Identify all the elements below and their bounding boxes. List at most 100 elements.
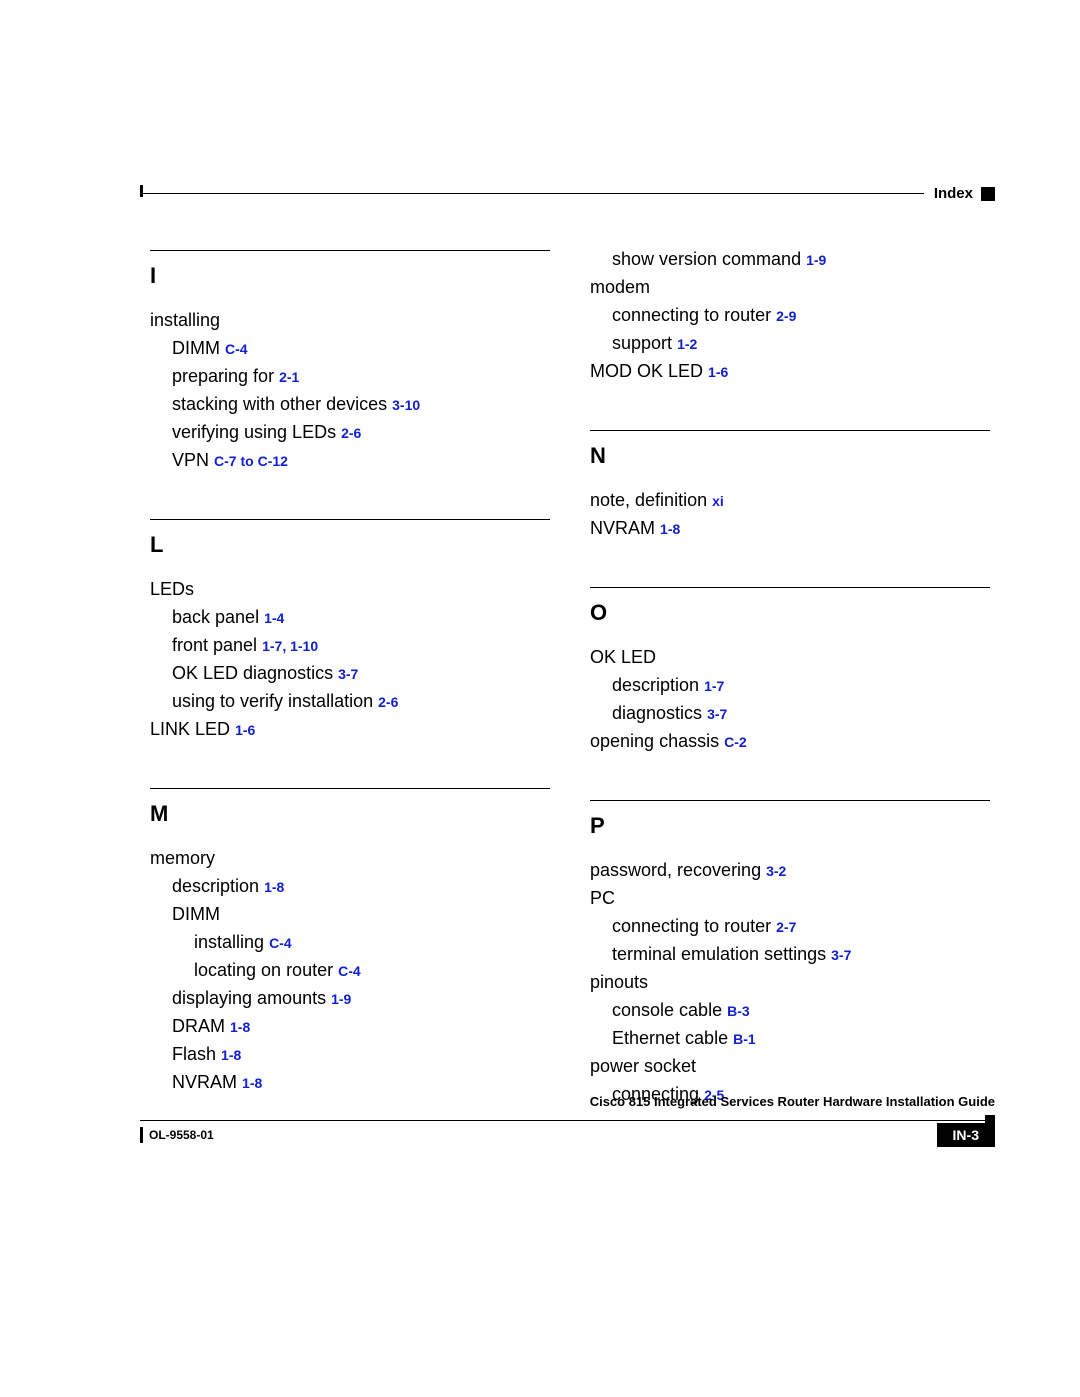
index-entry-ref[interactable]: 1-8 <box>221 1047 241 1063</box>
index-entry: modem <box>590 278 990 296</box>
header-square-icon <box>981 187 995 201</box>
index-entry: DIMM <box>172 905 550 923</box>
index-entry-ref[interactable]: 2-9 <box>776 308 796 324</box>
index-entry-ref[interactable]: B-1 <box>733 1031 756 1047</box>
index-entry-text: front panel <box>172 635 257 655</box>
index-entry-ref[interactable]: 1-2 <box>677 336 697 352</box>
index-entry-text: support <box>612 333 672 353</box>
index-entry: DIMM C-4 <box>172 339 550 357</box>
index-entry: using to verify installation 2-6 <box>172 692 550 710</box>
footer-page-number: IN-3 <box>937 1123 995 1147</box>
section-divider <box>150 250 550 251</box>
index-entry: DRAM 1-8 <box>172 1017 550 1035</box>
index-entry-text: memory <box>150 848 215 868</box>
index-entry-text: OK LED diagnostics <box>172 663 333 683</box>
index-entry-ref[interactable]: 1-6 <box>235 722 255 738</box>
index-entry: front panel 1-7, 1-10 <box>172 636 550 654</box>
index-entry-ref[interactable]: 3-7 <box>707 706 727 722</box>
index-entry-ref[interactable]: 3-10 <box>392 397 420 413</box>
index-letter: I <box>150 263 550 289</box>
index-entry-ref[interactable]: 1-8 <box>660 521 680 537</box>
index-entry-text: console cable <box>612 1000 722 1020</box>
index-entry: power socket <box>590 1057 990 1075</box>
index-entry-text: description <box>612 675 699 695</box>
index-entry-ref[interactable]: 1-8 <box>242 1075 262 1091</box>
index-entry-ref[interactable]: 1-6 <box>708 364 728 380</box>
index-entry: NVRAM 1-8 <box>590 519 990 537</box>
index-entry-ref[interactable]: 1-9 <box>806 252 826 268</box>
index-entry-text: VPN <box>172 450 209 470</box>
index-entry-ref[interactable]: C-4 <box>225 341 248 357</box>
index-entry-ref[interactable]: 3-2 <box>766 863 786 879</box>
index-entry-text: description <box>172 876 259 896</box>
index-section: OOK LEDdescription 1-7diagnostics 3-7ope… <box>590 587 990 750</box>
index-entry-ref[interactable]: 2-1 <box>279 369 299 385</box>
index-entry-text: DIMM <box>172 338 220 358</box>
footer-doc-number: OL-9558-01 <box>149 1128 214 1142</box>
index-section: Nnote, definition xiNVRAM 1-8 <box>590 430 990 537</box>
page-header-rule: Index <box>140 185 995 202</box>
index-entry-ref[interactable]: 1-8 <box>264 879 284 895</box>
index-section-continuation: show version command 1-9modemconnecting … <box>590 250 990 380</box>
index-entry-ref[interactable]: 3-7 <box>338 666 358 682</box>
index-entry-ref[interactable]: 3-7 <box>831 947 851 963</box>
index-entry-text: installing <box>194 932 264 952</box>
page-footer: Cisco 815 Integrated Services Router Har… <box>140 1094 995 1147</box>
index-entry: terminal emulation settings 3-7 <box>612 945 990 963</box>
index-entry-text: diagnostics <box>612 703 702 723</box>
index-entry: NVRAM 1-8 <box>172 1073 550 1091</box>
index-entry: note, definition xi <box>590 491 990 509</box>
index-entry: LEDs <box>150 580 550 598</box>
index-section: Mmemorydescription 1-8DIMMinstalling C-4… <box>150 788 550 1091</box>
index-entry: Flash 1-8 <box>172 1045 550 1063</box>
header-label: Index <box>934 185 973 202</box>
index-entry-text: stacking with other devices <box>172 394 387 414</box>
index-entry-ref[interactable]: 1-9 <box>331 991 351 1007</box>
index-entry-text: MOD OK LED <box>590 361 703 381</box>
index-entry-text: LEDs <box>150 579 194 599</box>
index-entry: Ethernet cable B-1 <box>612 1029 990 1047</box>
index-entry-ref[interactable]: 1-4 <box>264 610 284 626</box>
footer-doc-number-block: OL-9558-01 <box>140 1127 214 1143</box>
index-entry: preparing for 2-1 <box>172 367 550 385</box>
index-entry-ref[interactable]: C-2 <box>724 734 747 750</box>
index-entry: installing <box>150 311 550 329</box>
index-entry-text: locating on router <box>194 960 333 980</box>
index-entry-ref[interactable]: 1-7 <box>704 678 724 694</box>
index-entry-ref[interactable]: 2-6 <box>341 425 361 441</box>
index-entry-text: back panel <box>172 607 259 627</box>
index-entry-ref[interactable]: xi <box>712 493 724 509</box>
section-divider <box>150 788 550 789</box>
index-entry-text: DIMM <box>172 904 220 924</box>
index-entry-text: DRAM <box>172 1016 225 1036</box>
index-entry: back panel 1-4 <box>172 608 550 626</box>
index-entry-text: power socket <box>590 1056 696 1076</box>
index-entry-text: terminal emulation settings <box>612 944 826 964</box>
index-entry-text: connecting to router <box>612 305 771 325</box>
index-entry-ref[interactable]: C-4 <box>269 935 292 951</box>
index-entry-text: NVRAM <box>590 518 655 538</box>
index-entry: memory <box>150 849 550 867</box>
index-entry: connecting to router 2-9 <box>612 306 990 324</box>
left-column: Iinstalling DIMM C-4 preparing for 2-1 stac… <box>150 250 550 1153</box>
index-entry: connecting to router 2-7 <box>612 917 990 935</box>
footer-tick <box>140 1127 143 1143</box>
index-entry: console cable B-3 <box>612 1001 990 1019</box>
index-entry-ref[interactable]: 2-7 <box>776 919 796 935</box>
index-entry: MOD OK LED 1-6 <box>590 362 990 380</box>
index-letter: O <box>590 600 990 626</box>
index-entry-text: installing <box>150 310 220 330</box>
index-letter: P <box>590 813 990 839</box>
index-entry-text: using to verify installation <box>172 691 373 711</box>
index-entry: stacking with other devices 3-10 <box>172 395 550 413</box>
index-entry-ref[interactable]: 1-8 <box>230 1019 250 1035</box>
index-entry: support 1-2 <box>612 334 990 352</box>
index-entry-ref[interactable]: C-7 to C-12 <box>214 453 288 469</box>
index-section: Ppassword, recovering 3-2PCconnecting to… <box>590 800 990 1103</box>
index-section: Iinstalling DIMM C-4 preparing for 2-1 stac… <box>150 250 550 469</box>
right-column: show version command 1-9modemconnecting … <box>590 250 990 1153</box>
index-entry-ref[interactable]: 2-6 <box>378 694 398 710</box>
index-entry-ref[interactable]: B-3 <box>727 1003 750 1019</box>
index-entry-ref[interactable]: C-4 <box>338 963 361 979</box>
index-entry-ref[interactable]: 1-7, 1-10 <box>262 638 318 654</box>
